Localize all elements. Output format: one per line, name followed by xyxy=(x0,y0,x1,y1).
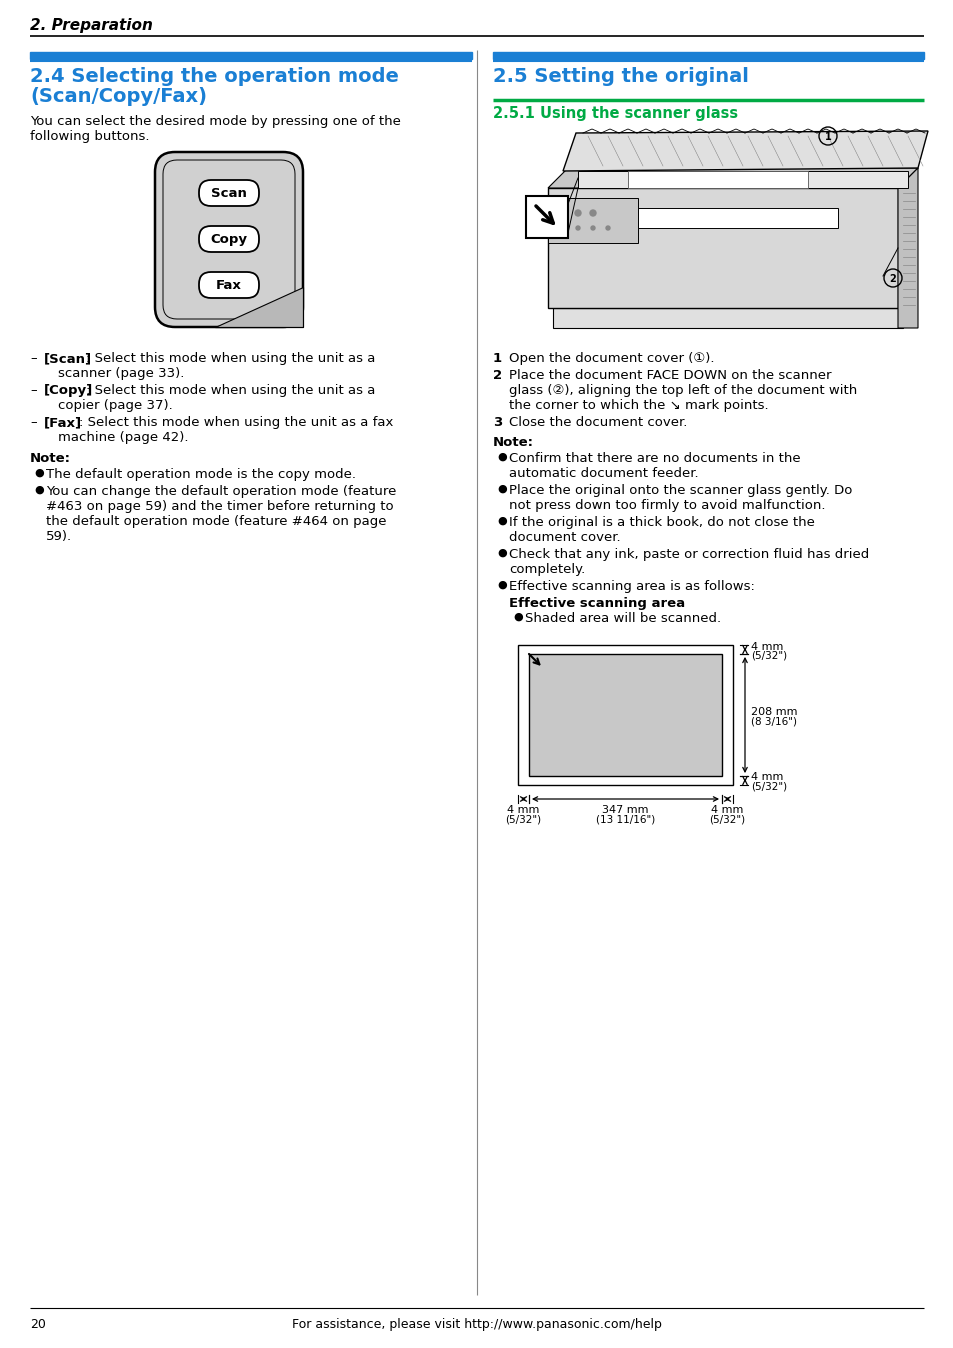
Text: –: – xyxy=(30,417,36,429)
Text: (5/32"): (5/32") xyxy=(750,782,786,791)
Text: Scan: Scan xyxy=(211,187,247,200)
Text: –: – xyxy=(30,384,36,398)
Text: 1: 1 xyxy=(493,352,501,365)
Text: 347 mm: 347 mm xyxy=(601,805,648,816)
Text: ●: ● xyxy=(513,612,522,621)
Text: 2. Preparation: 2. Preparation xyxy=(30,18,152,32)
Polygon shape xyxy=(553,307,902,328)
Circle shape xyxy=(559,210,565,216)
Text: ●: ● xyxy=(497,452,506,462)
FancyBboxPatch shape xyxy=(199,226,258,252)
Text: glass (②), aligning the top left of the document with: glass (②), aligning the top left of the … xyxy=(509,384,857,398)
Text: (13 11/16"): (13 11/16") xyxy=(596,814,655,824)
Text: 2.5 Setting the original: 2.5 Setting the original xyxy=(493,67,748,86)
Text: ●: ● xyxy=(497,516,506,526)
Text: For assistance, please visit http://www.panasonic.com/help: For assistance, please visit http://www.… xyxy=(292,1318,661,1330)
Text: the default operation mode (feature #464 on page: the default operation mode (feature #464… xyxy=(46,515,386,528)
Text: Close the document cover.: Close the document cover. xyxy=(509,417,687,429)
Text: The default operation mode is the copy mode.: The default operation mode is the copy m… xyxy=(46,468,355,481)
Text: Effective scanning area: Effective scanning area xyxy=(509,597,684,611)
Circle shape xyxy=(605,226,609,231)
Bar xyxy=(517,644,732,785)
Text: Place the original onto the scanner glass gently. Do: Place the original onto the scanner glas… xyxy=(509,484,851,497)
Polygon shape xyxy=(547,168,917,187)
Polygon shape xyxy=(562,131,927,171)
Text: You can change the default operation mode (feature: You can change the default operation mod… xyxy=(46,485,395,497)
Text: [Copy]: [Copy] xyxy=(44,384,93,398)
Text: ●: ● xyxy=(497,484,506,493)
Text: If the original is a thick book, do not close the: If the original is a thick book, do not … xyxy=(509,516,814,528)
FancyBboxPatch shape xyxy=(154,152,303,328)
Polygon shape xyxy=(897,168,917,328)
Text: 4 mm: 4 mm xyxy=(750,642,782,651)
Text: (5/32"): (5/32") xyxy=(505,814,541,824)
Text: Copy: Copy xyxy=(211,233,247,245)
Text: ●: ● xyxy=(34,485,44,495)
Text: 2: 2 xyxy=(493,369,501,381)
Text: Effective scanning area is as follows:: Effective scanning area is as follows: xyxy=(509,580,754,593)
Text: Note:: Note: xyxy=(30,452,71,465)
Text: scanner (page 33).: scanner (page 33). xyxy=(58,367,184,380)
Text: machine (page 42).: machine (page 42). xyxy=(58,431,189,443)
Text: : Select this mode when using the unit as a: : Select this mode when using the unit a… xyxy=(86,384,375,398)
Text: (5/32"): (5/32") xyxy=(750,651,786,661)
Text: (5/32"): (5/32") xyxy=(709,814,745,824)
Text: Place the document FACE DOWN on the scanner: Place the document FACE DOWN on the scan… xyxy=(509,369,831,381)
Text: ●: ● xyxy=(34,468,44,479)
Circle shape xyxy=(590,226,595,231)
Text: copier (page 37).: copier (page 37). xyxy=(58,399,172,412)
FancyBboxPatch shape xyxy=(163,160,294,319)
Text: Note:: Note: xyxy=(493,435,534,449)
Text: 2.4 Selecting the operation mode: 2.4 Selecting the operation mode xyxy=(30,67,398,86)
Polygon shape xyxy=(547,198,638,243)
Circle shape xyxy=(589,210,596,216)
Text: (8 3/16"): (8 3/16") xyxy=(750,716,796,727)
Text: ●: ● xyxy=(497,580,506,590)
Bar xyxy=(30,53,472,59)
Text: Check that any ink, paste or correction fluid has dried: Check that any ink, paste or correction … xyxy=(509,549,868,561)
Text: completely.: completely. xyxy=(509,563,584,576)
Text: [Scan]: [Scan] xyxy=(44,352,92,365)
Polygon shape xyxy=(547,187,897,307)
Circle shape xyxy=(576,226,579,231)
Text: You can select the desired mode by pressing one of the: You can select the desired mode by press… xyxy=(30,115,400,128)
Text: 2.5.1 Using the scanner glass: 2.5.1 Using the scanner glass xyxy=(493,106,738,121)
Text: ●: ● xyxy=(497,549,506,558)
FancyBboxPatch shape xyxy=(199,181,258,206)
Text: –: – xyxy=(30,352,36,365)
Text: Open the document cover (①).: Open the document cover (①). xyxy=(509,352,714,365)
Text: : Select this mode when using the unit as a: : Select this mode when using the unit a… xyxy=(86,352,375,365)
Text: 4 mm: 4 mm xyxy=(750,772,782,782)
Text: Shaded area will be scanned.: Shaded area will be scanned. xyxy=(524,612,720,625)
Bar xyxy=(525,195,567,239)
Circle shape xyxy=(575,210,580,216)
Text: (Scan/Copy/Fax): (Scan/Copy/Fax) xyxy=(30,88,207,106)
Bar xyxy=(493,53,923,59)
Text: 4 mm: 4 mm xyxy=(507,805,539,816)
Text: not press down too firmly to avoid malfunction.: not press down too firmly to avoid malfu… xyxy=(509,499,824,512)
Text: #463 on page 59) and the timer before returning to: #463 on page 59) and the timer before re… xyxy=(46,500,394,514)
Text: 3: 3 xyxy=(493,417,501,429)
Text: automatic document feeder.: automatic document feeder. xyxy=(509,466,698,480)
Bar xyxy=(529,654,721,776)
Polygon shape xyxy=(638,208,837,228)
Text: following buttons.: following buttons. xyxy=(30,129,150,143)
Polygon shape xyxy=(214,287,303,328)
Polygon shape xyxy=(578,171,907,187)
Text: 2: 2 xyxy=(889,274,896,283)
Text: document cover.: document cover. xyxy=(509,531,620,545)
Text: Confirm that there are no documents in the: Confirm that there are no documents in t… xyxy=(509,452,800,465)
Polygon shape xyxy=(627,171,807,187)
Circle shape xyxy=(560,226,564,231)
Text: 20: 20 xyxy=(30,1318,46,1330)
Text: the corner to which the ↘ mark points.: the corner to which the ↘ mark points. xyxy=(509,399,768,412)
Text: : Select this mode when using the unit as a fax: : Select this mode when using the unit a… xyxy=(79,417,393,429)
FancyBboxPatch shape xyxy=(199,272,258,298)
Text: 208 mm: 208 mm xyxy=(750,706,797,717)
Text: [Fax]: [Fax] xyxy=(44,417,82,429)
Text: 59).: 59). xyxy=(46,530,72,543)
Text: Fax: Fax xyxy=(215,279,242,293)
Text: 4 mm: 4 mm xyxy=(711,805,743,816)
Text: 1: 1 xyxy=(823,132,830,142)
